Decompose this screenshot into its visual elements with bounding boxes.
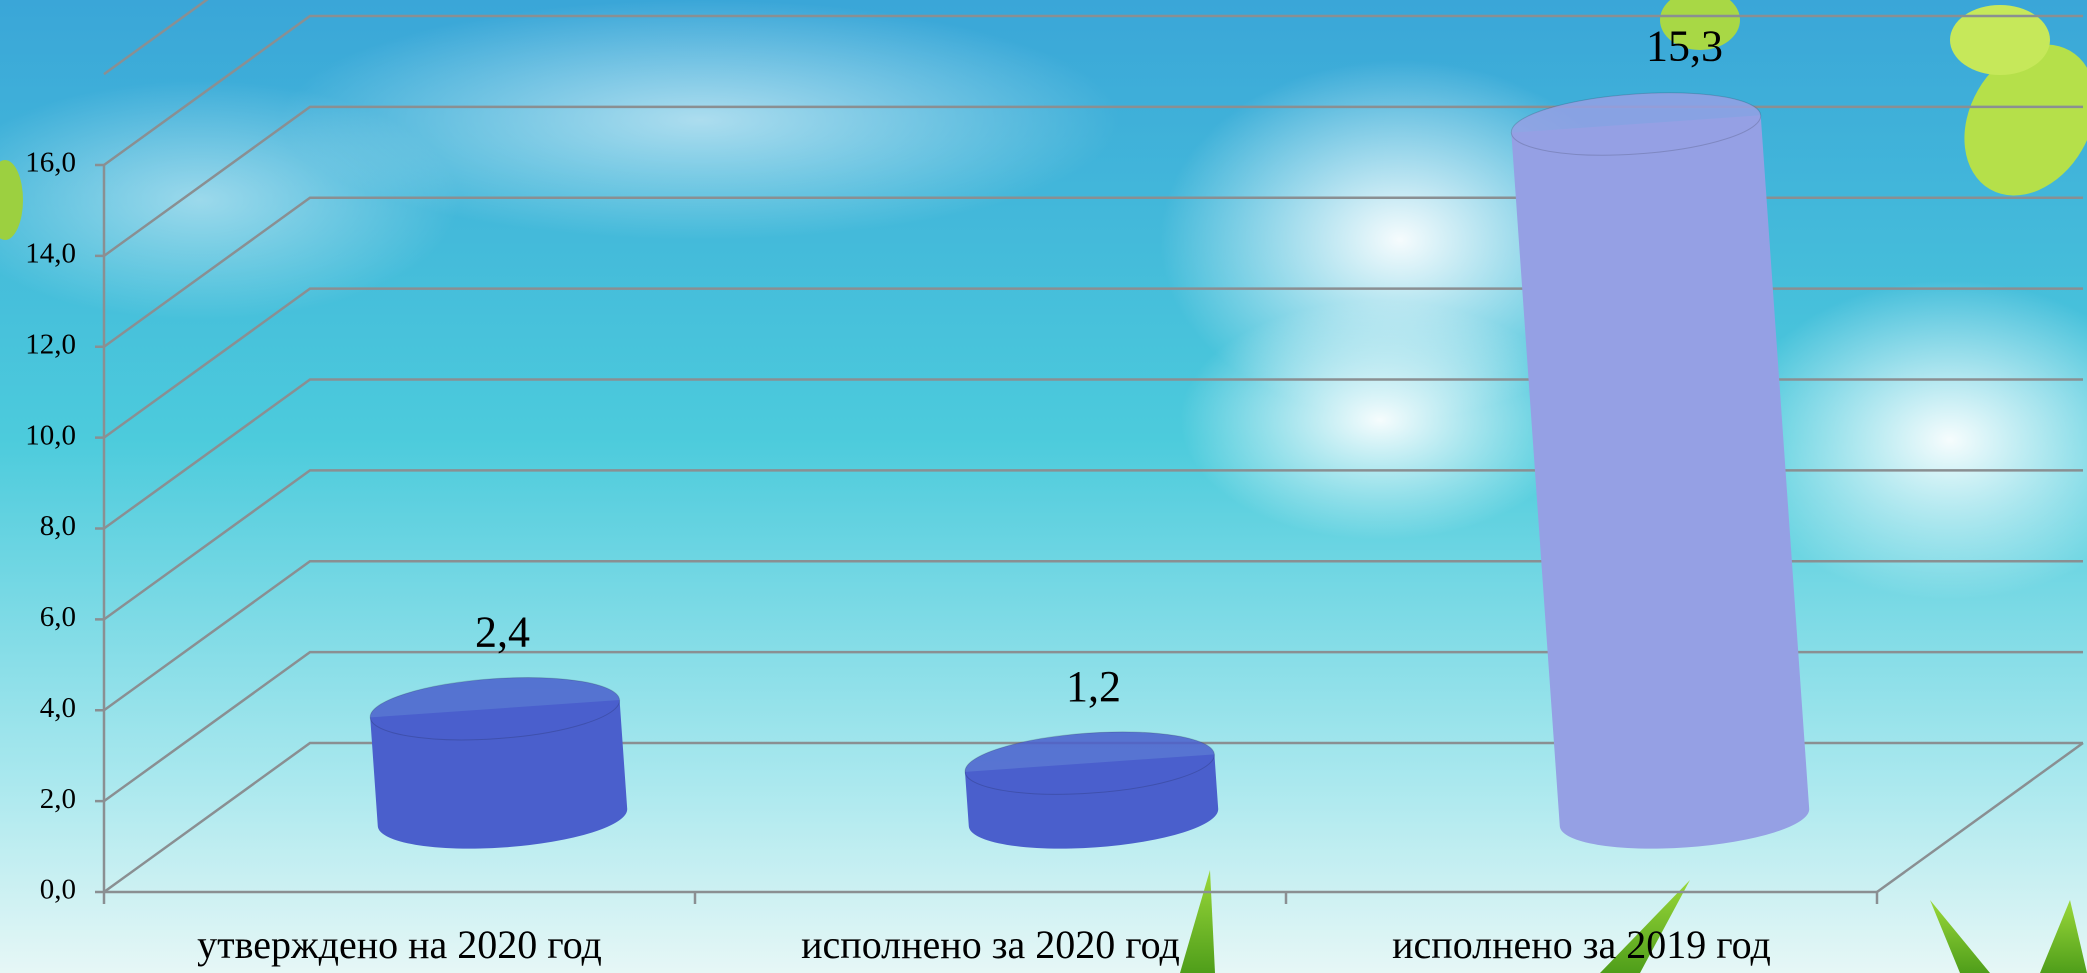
value-label: 15,3 bbox=[1646, 21, 1723, 70]
grid-line bbox=[103, 650, 2083, 803]
x-tick-label: исполнено за 2019 год bbox=[1392, 922, 1771, 967]
cylinder-top bbox=[1510, 92, 1762, 156]
y-tick-label: 0,0 bbox=[40, 874, 76, 906]
y-tick-label: 8,0 bbox=[40, 510, 76, 542]
y-tick-label: 6,0 bbox=[40, 601, 76, 633]
y-tick-label: 16,0 bbox=[25, 147, 76, 179]
plot-area: 0,0 2,0 4,0 6,0 8,0 10,0 12,0 14,0 16,0 утвержден… bbox=[25, 0, 2084, 967]
value-label: 1,2 bbox=[1066, 662, 1121, 711]
grid-line bbox=[103, 105, 2083, 257]
grid-line bbox=[103, 196, 2083, 348]
floor-edge bbox=[1876, 741, 2084, 894]
y-tick-label: 10,0 bbox=[25, 419, 76, 451]
grid-line bbox=[103, 0, 209, 76]
x-tick-label: исполнено за 2020 год bbox=[801, 922, 1180, 967]
y-tick-label: 12,0 bbox=[25, 328, 76, 360]
grid-line bbox=[103, 469, 2083, 621]
grid-line bbox=[103, 287, 2083, 439]
leaves bbox=[0, 0, 2087, 240]
grid-line bbox=[103, 14, 2083, 167]
cylinder bbox=[1511, 115, 1810, 849]
clouds bbox=[0, 0, 2087, 600]
y-tick-label: 2,0 bbox=[40, 783, 76, 815]
y-tick-label: 4,0 bbox=[40, 692, 76, 724]
grass bbox=[1180, 870, 2087, 973]
grid-line bbox=[103, 378, 2083, 530]
grid-line bbox=[103, 560, 2083, 712]
y-tick-label: 14,0 bbox=[25, 238, 76, 270]
cylinder-top bbox=[369, 677, 621, 741]
x-tick-label: утверждено на 2020 год bbox=[197, 922, 602, 967]
value-label: 2,4 bbox=[475, 608, 530, 657]
grid-line bbox=[103, 741, 2083, 894]
cylinder-top bbox=[964, 731, 1215, 795]
